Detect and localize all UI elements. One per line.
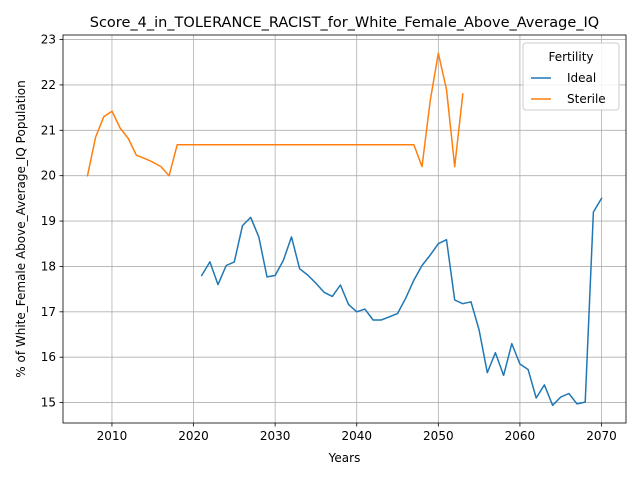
x-tick-label: 2070: [586, 429, 617, 443]
chart-title: Score_4_in_TOLERANCE_RACIST_for_White_Fe…: [90, 15, 599, 31]
y-tick-label: 19: [41, 214, 56, 228]
x-tick-label: 2020: [178, 429, 209, 443]
axis-ticks: 2010 2020 2030 2040 2050 2060 2070 15 16 17 18 19 20…: [41, 33, 617, 443]
legend-title: Fertility: [548, 50, 593, 64]
x-tick-label: 2050: [423, 429, 454, 443]
y-tick-label: 17: [41, 305, 56, 319]
x-tick-label: 2060: [505, 429, 536, 443]
y-tick-label: 22: [41, 78, 56, 92]
y-tick-label: 16: [41, 350, 56, 364]
legend: Fertility Ideal Sterile: [522, 42, 620, 111]
series-lines: [86, 52, 603, 407]
legend-label-sterile: Sterile: [567, 92, 606, 106]
y-tick-label: 23: [41, 33, 56, 47]
y-tick-label: 21: [41, 123, 56, 137]
y-tick-label: 20: [41, 169, 56, 183]
y-tick-label: 18: [41, 259, 56, 273]
x-axis-label: Years: [328, 451, 361, 465]
y-axis-label: % of White_Female Above_Average_IQ Popul…: [14, 80, 28, 377]
plot-frame: [62, 34, 627, 424]
legend-box: [522, 42, 620, 111]
x-tick-label: 2030: [260, 429, 291, 443]
x-tick-label: 2010: [97, 429, 128, 443]
y-tick-label: 15: [41, 396, 56, 410]
series-line-sterile: [86, 52, 464, 177]
series-line-ideal: [200, 197, 603, 407]
x-tick-label: 2040: [341, 429, 372, 443]
grid-lines: [63, 35, 626, 423]
legend-label-ideal: Ideal: [567, 71, 596, 85]
